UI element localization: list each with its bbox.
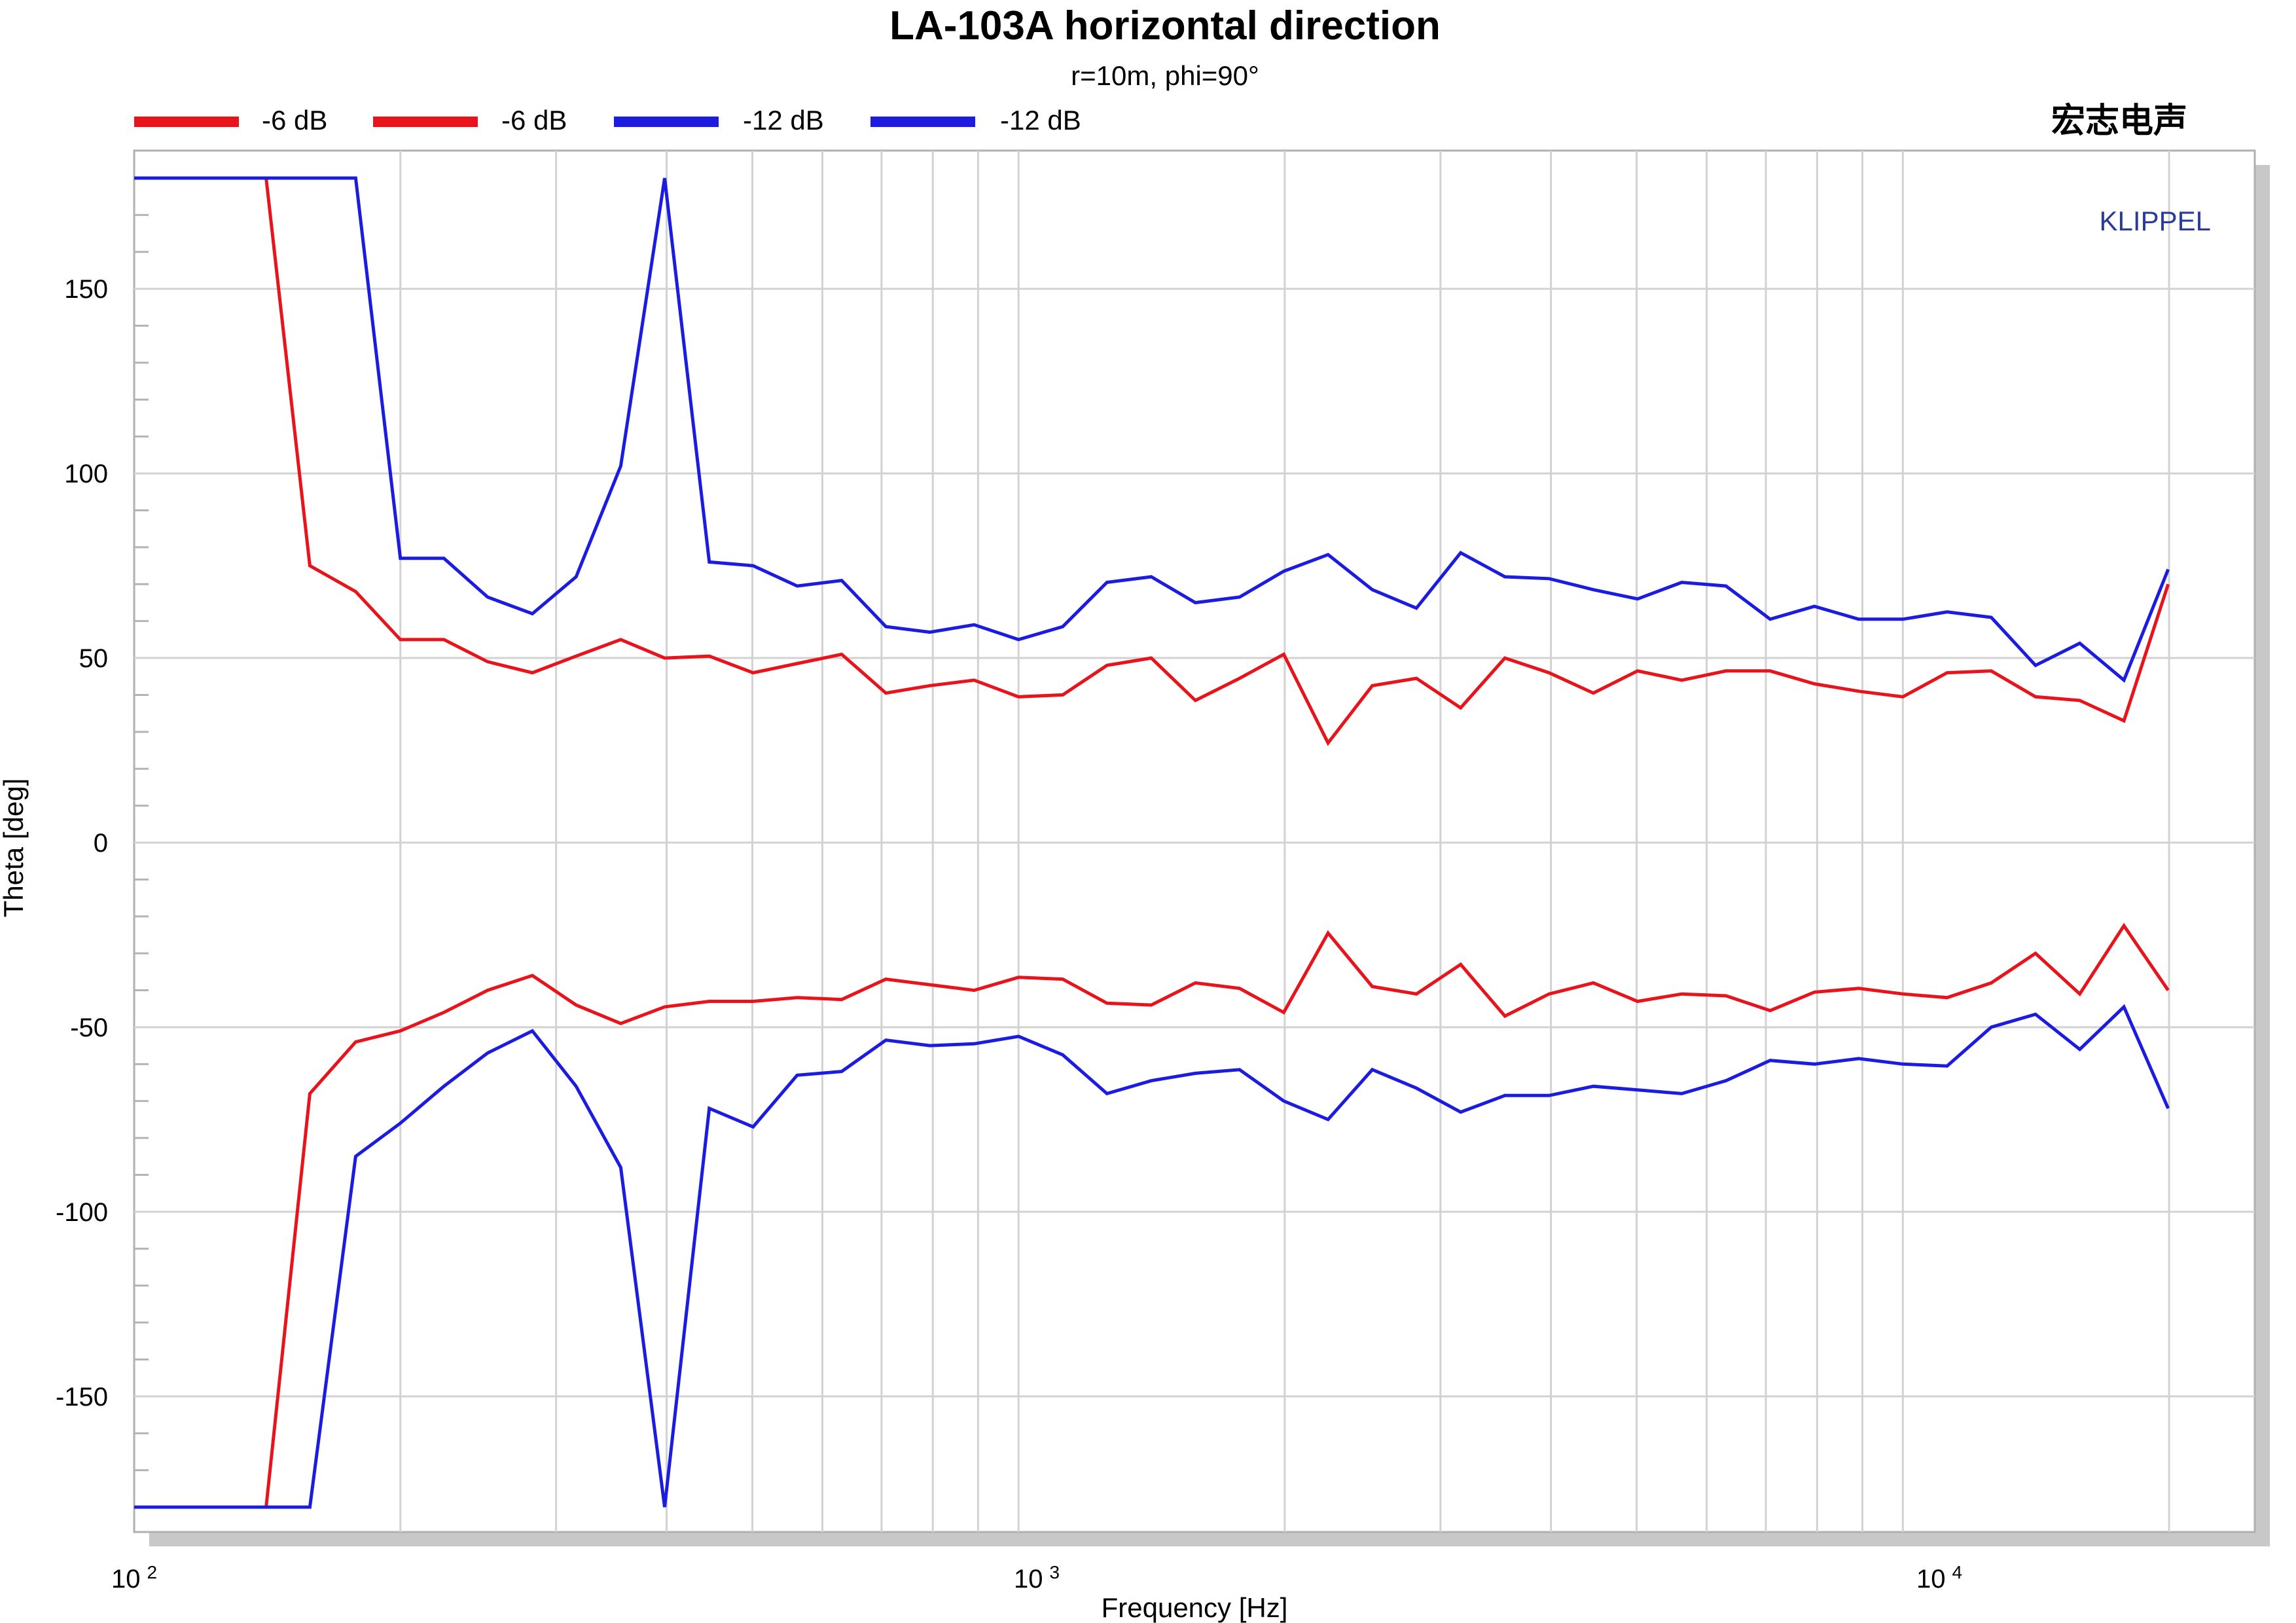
chart-title: LA-103A horizontal direction [889,3,1441,48]
legend-label: -12 dB [743,105,824,136]
x-tick-label: 10 2 [111,1562,157,1594]
y-tick-label: 150 [64,275,108,304]
klippel-watermark: KLIPPEL [2100,206,2211,236]
brand-label: 宏志电声 [2051,101,2187,141]
x-tick-label: 10 4 [1916,1562,1962,1594]
y-tick-label: -50 [70,1013,108,1042]
series-line [134,1004,2170,1509]
legend-label: -6 dB [262,105,327,136]
y-tick-label: 50 [79,644,109,673]
x-tick-label: 10 3 [1014,1562,1060,1594]
y-tick-labels: 150 100 50 0 -50 -100 -150 [56,275,108,1412]
legend: -6 dB -6 dB -12 dB -12 dB [134,105,1081,136]
series-line [134,176,2170,746]
x-tick-labels: 10 2 10 3 10 4 [111,1562,1962,1594]
y-tick-label: -100 [56,1198,108,1227]
legend-label: -6 dB [501,105,567,136]
plot-area [133,149,2256,1533]
y-minor-ticks [134,213,149,1472]
series-group [134,176,2170,1509]
chart-subtitle: r=10m, phi=90° [1071,60,1259,91]
y-tick-label: 100 [64,460,108,488]
series-line [134,176,2170,684]
series-line [134,922,2170,1509]
y-tick-label: -150 [56,1383,108,1412]
grid [134,151,2255,1532]
x-axis-label: Frequency [Hz] [1102,1592,1288,1623]
y-tick-label: 0 [94,829,108,858]
legend-label: -12 dB [1000,105,1081,136]
y-axis-label: Theta [deg] [0,778,29,917]
